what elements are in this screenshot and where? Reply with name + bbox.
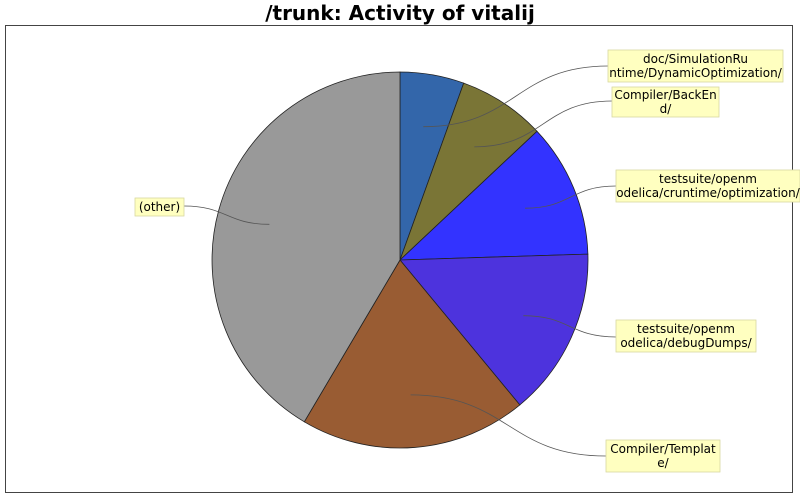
pie-slice <box>398 130 589 261</box>
slice-label-text: Compiler/Templat <box>610 442 716 456</box>
callout-line <box>423 65 609 128</box>
slice-label-text: ntime/DynamicOptimization/ <box>609 66 782 80</box>
slice-label-text: testsuite/openm <box>659 172 757 186</box>
pie-slice <box>211 71 401 423</box>
slice-label: (other) <box>134 197 185 217</box>
slice-label-text: odelica/debugDumps/ <box>620 336 752 350</box>
slice-label-text: doc/SimulationRu <box>643 52 748 66</box>
pie-slice <box>303 259 521 449</box>
slice-label-text: d/ <box>660 102 673 116</box>
label-box <box>134 197 185 217</box>
slice-label-text: (other) <box>139 200 180 214</box>
callout-line <box>525 185 617 209</box>
slice-label-text: e/ <box>657 456 669 470</box>
label-box <box>607 49 784 83</box>
plot-frame <box>5 25 793 493</box>
slice-label: testsuite/openmodelica/cruntime/optimiza… <box>615 169 800 203</box>
callout-line <box>183 205 270 225</box>
callout-line <box>474 100 613 148</box>
slice-label-text: Compiler/BackEn <box>614 88 716 102</box>
slice-label-text: testsuite/openm <box>637 322 735 336</box>
label-box <box>611 86 720 118</box>
callout-line <box>410 394 607 457</box>
chart-title: /trunk: Activity of vitalij <box>265 1 535 25</box>
pie-slice <box>399 253 589 406</box>
slice-label: doc/SimulationRuntime/DynamicOptimizatio… <box>607 49 784 83</box>
label-box <box>615 169 800 203</box>
slice-label-text: odelica/cruntime/optimization/ <box>616 186 800 200</box>
label-box <box>615 319 757 353</box>
label-box <box>605 439 721 473</box>
callout-line <box>523 315 617 338</box>
